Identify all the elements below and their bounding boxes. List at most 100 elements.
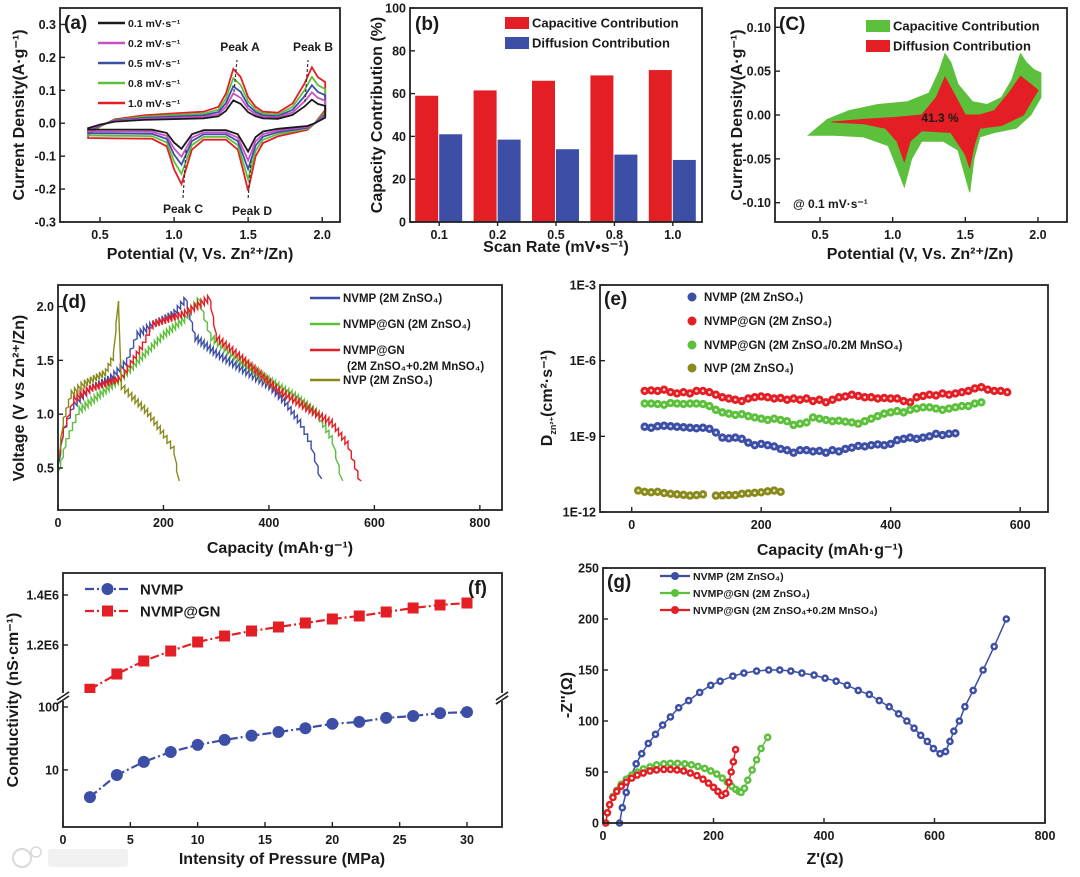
data-point-highlight xyxy=(759,417,763,420)
data-point-highlight xyxy=(721,494,724,497)
data-point-highlight xyxy=(1005,390,1009,394)
data-point-highlight xyxy=(887,705,891,709)
legend-label: 0.2 mV·s⁻¹ xyxy=(128,38,181,50)
data-point xyxy=(218,733,231,746)
data-point-highlight xyxy=(845,684,849,687)
data-point-highlight xyxy=(792,397,795,400)
data-point-highlight xyxy=(701,389,705,393)
data-point-highlight xyxy=(606,811,609,815)
data-point-highlight xyxy=(844,395,847,398)
data-point-highlight xyxy=(734,398,737,402)
peak-arrow xyxy=(182,149,187,199)
data-point-highlight xyxy=(615,790,619,793)
data-point-highlight xyxy=(688,771,692,775)
y-tick-label: 1E-12 xyxy=(563,506,596,520)
data-point-highlight xyxy=(746,414,750,418)
data-point-highlight xyxy=(669,492,672,496)
legend-item: Capacitive Contribution xyxy=(866,19,1040,34)
legend-item: 0.5 mV·s⁻¹ xyxy=(98,58,181,70)
panel-label: (a) xyxy=(64,13,87,34)
data-point-highlight xyxy=(944,750,947,753)
panel-label: (e) xyxy=(604,289,627,310)
data-point-highlight xyxy=(895,409,899,413)
legend-item: NVMP@GN (2M ZnSO₄) xyxy=(660,588,810,600)
x-tick-label: 0.1 xyxy=(431,228,448,242)
x-tick-label: 0 xyxy=(60,833,67,847)
annotation: Peak D xyxy=(232,204,272,218)
legend-item: 0.1 mV·s⁻¹ xyxy=(98,18,181,30)
data-point-highlight xyxy=(1005,617,1008,621)
data-point-highlight xyxy=(759,747,763,750)
data-point-highlight xyxy=(818,449,821,453)
data-point-highlight xyxy=(740,492,744,496)
bar xyxy=(415,95,439,222)
data-point-highlight xyxy=(675,493,679,496)
data-point-highlight xyxy=(643,425,646,429)
data-point xyxy=(460,706,473,719)
data-point-highlight xyxy=(759,491,763,494)
y-axis-label-unit: (cm²·s⁻¹) xyxy=(539,350,556,417)
data-point-highlight xyxy=(850,421,854,424)
legend-label: NVMP@GN (2M ZnSO₄+0.2M MnSO₄) xyxy=(693,605,877,617)
bar xyxy=(672,159,696,222)
data-point-highlight xyxy=(915,395,918,399)
data-point-highlight xyxy=(695,493,698,497)
data-point-highlight xyxy=(619,784,623,788)
legend-item: NVMP@GN (2M ZnSO₄) xyxy=(310,319,471,331)
legend-marker-swatch xyxy=(687,316,697,326)
data-point-highlight xyxy=(897,712,900,716)
data-point-highlight xyxy=(640,752,643,755)
data-point-highlight xyxy=(934,432,938,436)
data-point-highlight xyxy=(727,397,731,400)
data-point-highlight xyxy=(634,762,638,766)
data-point-highlight xyxy=(947,407,951,410)
data-point-highlight xyxy=(753,491,757,495)
data-point-highlight xyxy=(701,426,705,430)
data-point-highlight xyxy=(766,490,769,493)
data-point-highlight xyxy=(818,398,821,402)
data-point-highlight xyxy=(921,406,925,409)
y-tick-label: 0.00 xyxy=(747,109,771,123)
data-point xyxy=(137,755,150,768)
legend-label: NVMP@GN xyxy=(140,603,220,620)
data-point xyxy=(353,715,366,728)
peak-arrow xyxy=(233,59,238,93)
data-point-highlight xyxy=(624,780,628,784)
data-point-highlight xyxy=(766,395,769,399)
data-point-highlight xyxy=(739,791,743,794)
x-tick-label: 0.5 xyxy=(91,228,108,242)
data-point-highlight xyxy=(654,732,657,736)
legend-item: Diffusion Contribution xyxy=(866,39,1031,54)
data-point-highlight xyxy=(999,389,1003,393)
data-point-highlight xyxy=(798,422,802,426)
data-point-highlight xyxy=(753,395,757,399)
data-point-highlight xyxy=(734,436,737,439)
panel-label: (C) xyxy=(779,14,805,35)
data-point-highlight xyxy=(980,385,983,389)
data-point-highlight xyxy=(682,425,685,429)
x-axis-label: Scan Rate (mV•s⁻¹) xyxy=(483,239,629,256)
data-point-highlight xyxy=(695,426,698,430)
data-point-highlight xyxy=(701,402,705,406)
y-tick-label: 100 xyxy=(385,2,406,16)
data-point xyxy=(110,769,123,782)
data-point-highlight xyxy=(869,395,873,399)
plot-area xyxy=(633,382,1012,500)
x-tick-label: 20 xyxy=(325,833,339,847)
y-tick-label: -0.10 xyxy=(743,196,772,210)
data-point-highlight xyxy=(895,438,899,442)
data-point-highlight xyxy=(902,411,905,414)
legend-marker-swatch xyxy=(687,340,697,350)
data-point xyxy=(138,655,150,667)
data-point-highlight xyxy=(882,443,886,447)
data-point-highlight xyxy=(721,411,724,414)
panel-label: (f) xyxy=(468,578,487,599)
x-tick-label: 1.0 xyxy=(664,228,681,242)
data-point-highlight xyxy=(649,389,653,392)
data-point-highlight xyxy=(779,490,782,494)
data-point-highlight xyxy=(734,413,737,417)
data-point-highlight xyxy=(698,691,701,694)
x-tick-label: 10 xyxy=(191,833,205,847)
y-tick-label: 1.2E6 xyxy=(26,639,59,653)
